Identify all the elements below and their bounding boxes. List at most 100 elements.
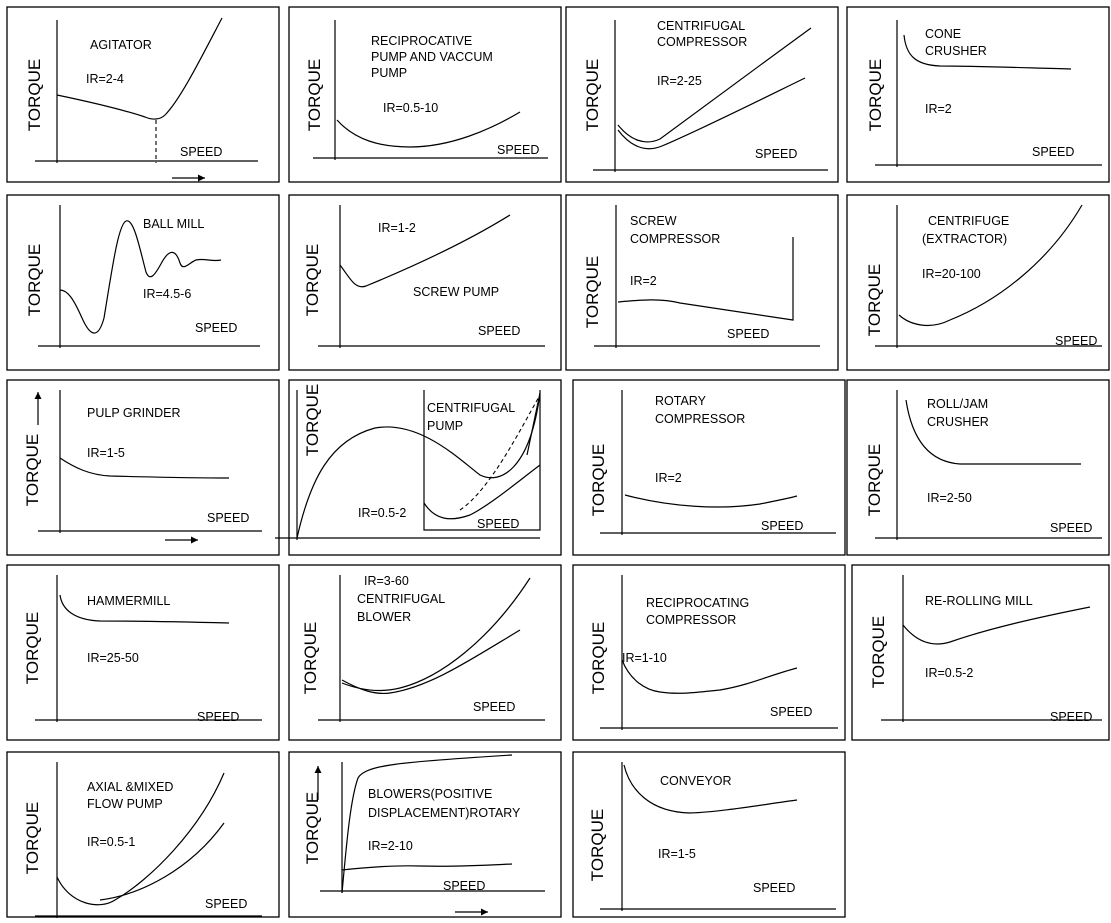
machine-name-line: CRUSHER: [927, 415, 989, 429]
torque-curve: [624, 494, 798, 508]
panel-frame: [851, 564, 1110, 741]
inertia-ratio-label: IR=0.5-1: [87, 835, 135, 849]
torque-axis-label: TORQUE: [583, 256, 602, 328]
arrow-head: [34, 392, 42, 399]
torque-curve: [903, 34, 1072, 70]
inertia-ratio-label: IR=3-60: [364, 574, 409, 588]
speed-axis-label: SPEED: [180, 145, 222, 159]
panel-frame: [565, 194, 839, 371]
torque-curve: [59, 220, 222, 334]
torque-axis-label: TORQUE: [23, 434, 42, 506]
torque-curve: [423, 464, 541, 520]
torque-curve: [617, 27, 812, 143]
inertia-ratio-label: IR=2: [655, 471, 682, 485]
torque-axis-label: TORQUE: [25, 244, 44, 316]
torque-axis-label: TORQUE: [305, 59, 324, 131]
machine-name-line: PUMP AND VACCUM: [371, 50, 493, 64]
inertia-ratio-label: IR=2-4: [86, 72, 124, 86]
speed-axis-label: SPEED: [443, 879, 485, 893]
machine-name-line: PULP GRINDER: [87, 406, 181, 420]
torque-axis-label: TORQUE: [303, 384, 322, 456]
inertia-ratio-label: IR=0.5-2: [358, 506, 406, 520]
torque-axis-label: TORQUE: [589, 622, 608, 694]
machine-name-line: COMPRESSOR: [630, 232, 720, 246]
inertia-ratio-label: IR=0.5-10: [383, 101, 438, 115]
torque-curve: [341, 863, 513, 871]
inertia-ratio-label: IR=2: [630, 274, 657, 288]
torque-axis-label: TORQUE: [866, 59, 885, 131]
speed-axis-label: SPEED: [477, 517, 519, 531]
arrow-head: [314, 766, 322, 773]
panel-frame: [572, 564, 846, 741]
machine-name-line: ROLL/JAM: [927, 397, 988, 411]
torque-curve: [59, 594, 230, 624]
speed-axis-label: SPEED: [1050, 710, 1092, 724]
torque-axis-label: TORQUE: [25, 59, 44, 131]
panel-frame: [572, 379, 846, 556]
torque-curve: [902, 606, 1091, 645]
panel-conveyor: CONVEYOR IR=1-5 SPEED TORQUE: [572, 751, 846, 918]
torque-axis-label: TORQUE: [865, 264, 884, 336]
panel-frame: [572, 751, 846, 918]
panel-frame: [565, 6, 839, 183]
machine-name-line: CENTRIFUGAL: [657, 19, 745, 33]
speed-axis-label: SPEED: [755, 147, 797, 161]
torque-axis-label: TORQUE: [869, 616, 888, 688]
torque-curve: [905, 399, 1081, 465]
torque-curve: [617, 237, 794, 321]
panel-blowers-positive-displacement: BLOWERS(POSITIVE DISPLACEMENT)ROTARY IR=2-…: [288, 751, 562, 918]
panel-frame: [6, 564, 280, 741]
speed-axis-label: SPEED: [197, 710, 239, 724]
machine-name-line: FLOW PUMP: [87, 797, 163, 811]
panel-frame: [288, 379, 562, 556]
panel-frame: [846, 379, 1110, 556]
panel-frame: [846, 194, 1110, 371]
torque-curve: [617, 77, 806, 150]
machine-name-line: CONE: [925, 27, 961, 41]
speed-axis-label: SPEED: [770, 705, 812, 719]
speed-axis-label: SPEED: [761, 519, 803, 533]
panel-axial-mixed-flow-pump: AXIAL &MIXED FLOW PUMP IR=0.5-1 SPEED TORQUE: [6, 751, 280, 918]
panel-hammermill: HAMMERMILL IR=25-50 SPEED TORQUE: [6, 564, 280, 741]
machine-name-line: BALL MILL: [143, 217, 204, 231]
machine-name-line: BLOWER: [357, 610, 411, 624]
torque-axis-label: TORQUE: [588, 809, 607, 881]
torque-axis-label: TORQUE: [583, 59, 602, 131]
torque-curve: [59, 457, 230, 479]
torque-curve: [623, 764, 798, 814]
machine-name-line: RECIPROCATIVE: [371, 34, 472, 48]
inertia-ratio-label: IR=2-25: [657, 74, 702, 88]
inertia-ratio-label: IR=2: [925, 102, 952, 116]
inertia-ratio-label: IR=4.5-6: [143, 287, 191, 301]
panel-screw-pump: SCREW PUMP IR=1-2 SPEED TORQUE: [288, 194, 562, 371]
speed-axis-label: SPEED: [497, 143, 539, 157]
panel-cone-crusher: CONE CRUSHER IR=2 SPEED TORQUE: [846, 6, 1110, 183]
torque-curve: [341, 754, 513, 894]
torque-axis-label: TORQUE: [865, 444, 884, 516]
machine-name-line: CENTRIFUGAL: [427, 401, 515, 415]
panel-frame: [6, 194, 280, 371]
speed-axis-label: SPEED: [753, 881, 795, 895]
inertia-ratio-label: IR=0.5-2: [925, 666, 973, 680]
panel-pulp-grinder: PULP GRINDER IR=1-5 SPEED TORQUE: [6, 379, 280, 556]
panel-reciprocative-pump: RECIPROCATIVE PUMP AND VACCUM PUMP IR=0.5-1…: [288, 6, 562, 183]
torque-curve: [341, 577, 531, 692]
torque-curve: [621, 659, 798, 694]
panel-frame: [846, 6, 1110, 183]
panel-frame: [288, 6, 562, 183]
torque-axis-label: TORQUE: [23, 612, 42, 684]
machine-name-line: DISPLACEMENT)ROTARY: [368, 806, 521, 820]
torque-curve: [336, 111, 521, 148]
speed-axis-label: SPEED: [1050, 521, 1092, 535]
speed-axis-label: SPEED: [205, 897, 247, 911]
inertia-ratio-label: IR=2-10: [368, 839, 413, 853]
panel-frame: [288, 564, 562, 741]
machine-name-line: PUMP: [427, 419, 463, 433]
machine-name-line: COMPRESSOR: [646, 613, 736, 627]
dashed-curve: [459, 394, 541, 511]
arrow-head: [481, 908, 488, 916]
torque-axis-label: TORQUE: [589, 444, 608, 516]
inset-frame: [423, 390, 541, 531]
torque-curve: [99, 822, 225, 901]
